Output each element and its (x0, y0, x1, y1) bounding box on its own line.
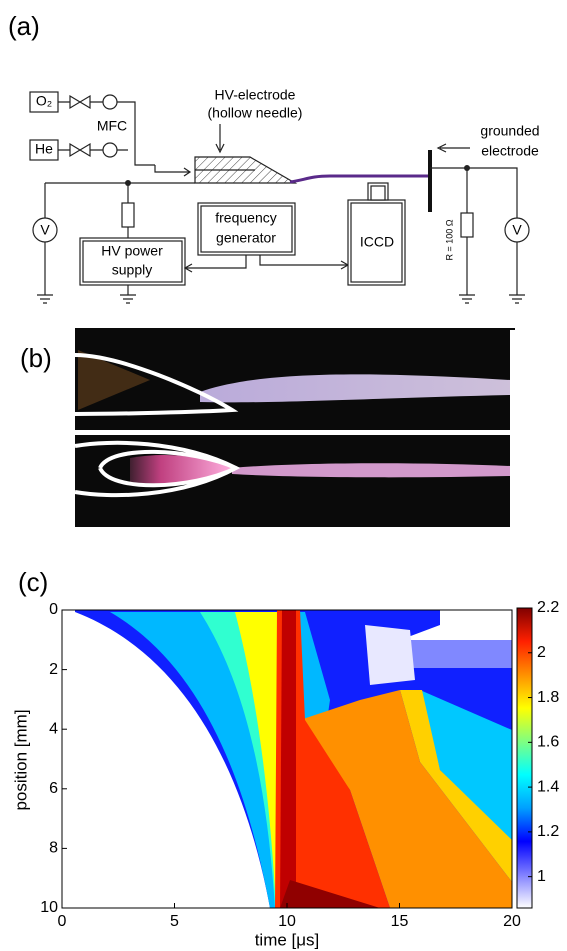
colorbar-tick-label: 2 (537, 644, 546, 661)
panel-label: (a) (8, 11, 40, 41)
y-tick-label: 8 (49, 840, 58, 857)
power-supply-label: supply (112, 262, 152, 278)
generator-label: frequency (215, 210, 276, 226)
gas-label: He (35, 141, 53, 157)
x-tick-label: 10 (278, 913, 296, 930)
voltmeter-label: V (512, 222, 522, 238)
panel-label: (b) (20, 343, 52, 373)
gas-label: O₂ (36, 93, 52, 109)
y-tick-label: 0 (49, 601, 58, 618)
setup-diagram: O₂ He MFC HV-electrode (hollow needle) g… (29, 87, 540, 304)
electrode-label: HV-electrode (215, 87, 296, 103)
colorbar-tick-label: 1.2 (537, 823, 559, 840)
panel-label: (c) (18, 567, 48, 597)
colorbar-tick-label: 1 (537, 868, 546, 885)
x-tick-label: 0 (58, 913, 67, 930)
colorbar-tick-label: 2.2 (537, 599, 559, 616)
power-supply-label: HV power (101, 243, 163, 259)
y-axis-label: position [mm] (11, 709, 30, 810)
y-tick-label: 2 (49, 661, 58, 678)
x-tick-label: 15 (391, 913, 409, 930)
plasma-images (74, 328, 516, 527)
electrode-label: (hollow needle) (208, 105, 303, 121)
heatmap (61, 609, 513, 909)
colorbar (516, 607, 533, 909)
y-tick-label: 6 (49, 780, 58, 797)
colorbar-tick-label: 1.6 (537, 734, 559, 751)
generator-label: generator (216, 230, 276, 246)
x-axis-label: time [μs] (255, 930, 320, 949)
colorbar-tick-label: 1.8 (537, 689, 559, 706)
voltmeter-label: V (40, 222, 50, 238)
camera-label: ICCD (360, 234, 394, 250)
ground-electrode-label: grounded (480, 123, 539, 139)
x-tick-label: 20 (503, 913, 521, 930)
ground-electrode-label: electrode (481, 143, 539, 159)
colorbar-tick-label: 1.4 (537, 778, 559, 795)
y-tick-label: 10 (40, 899, 58, 916)
y-tick-label: 4 (49, 720, 58, 737)
resistor-label: R = 100 Ω (444, 219, 454, 260)
mfc-label: MFC (97, 118, 127, 134)
x-tick-label: 5 (170, 913, 179, 930)
